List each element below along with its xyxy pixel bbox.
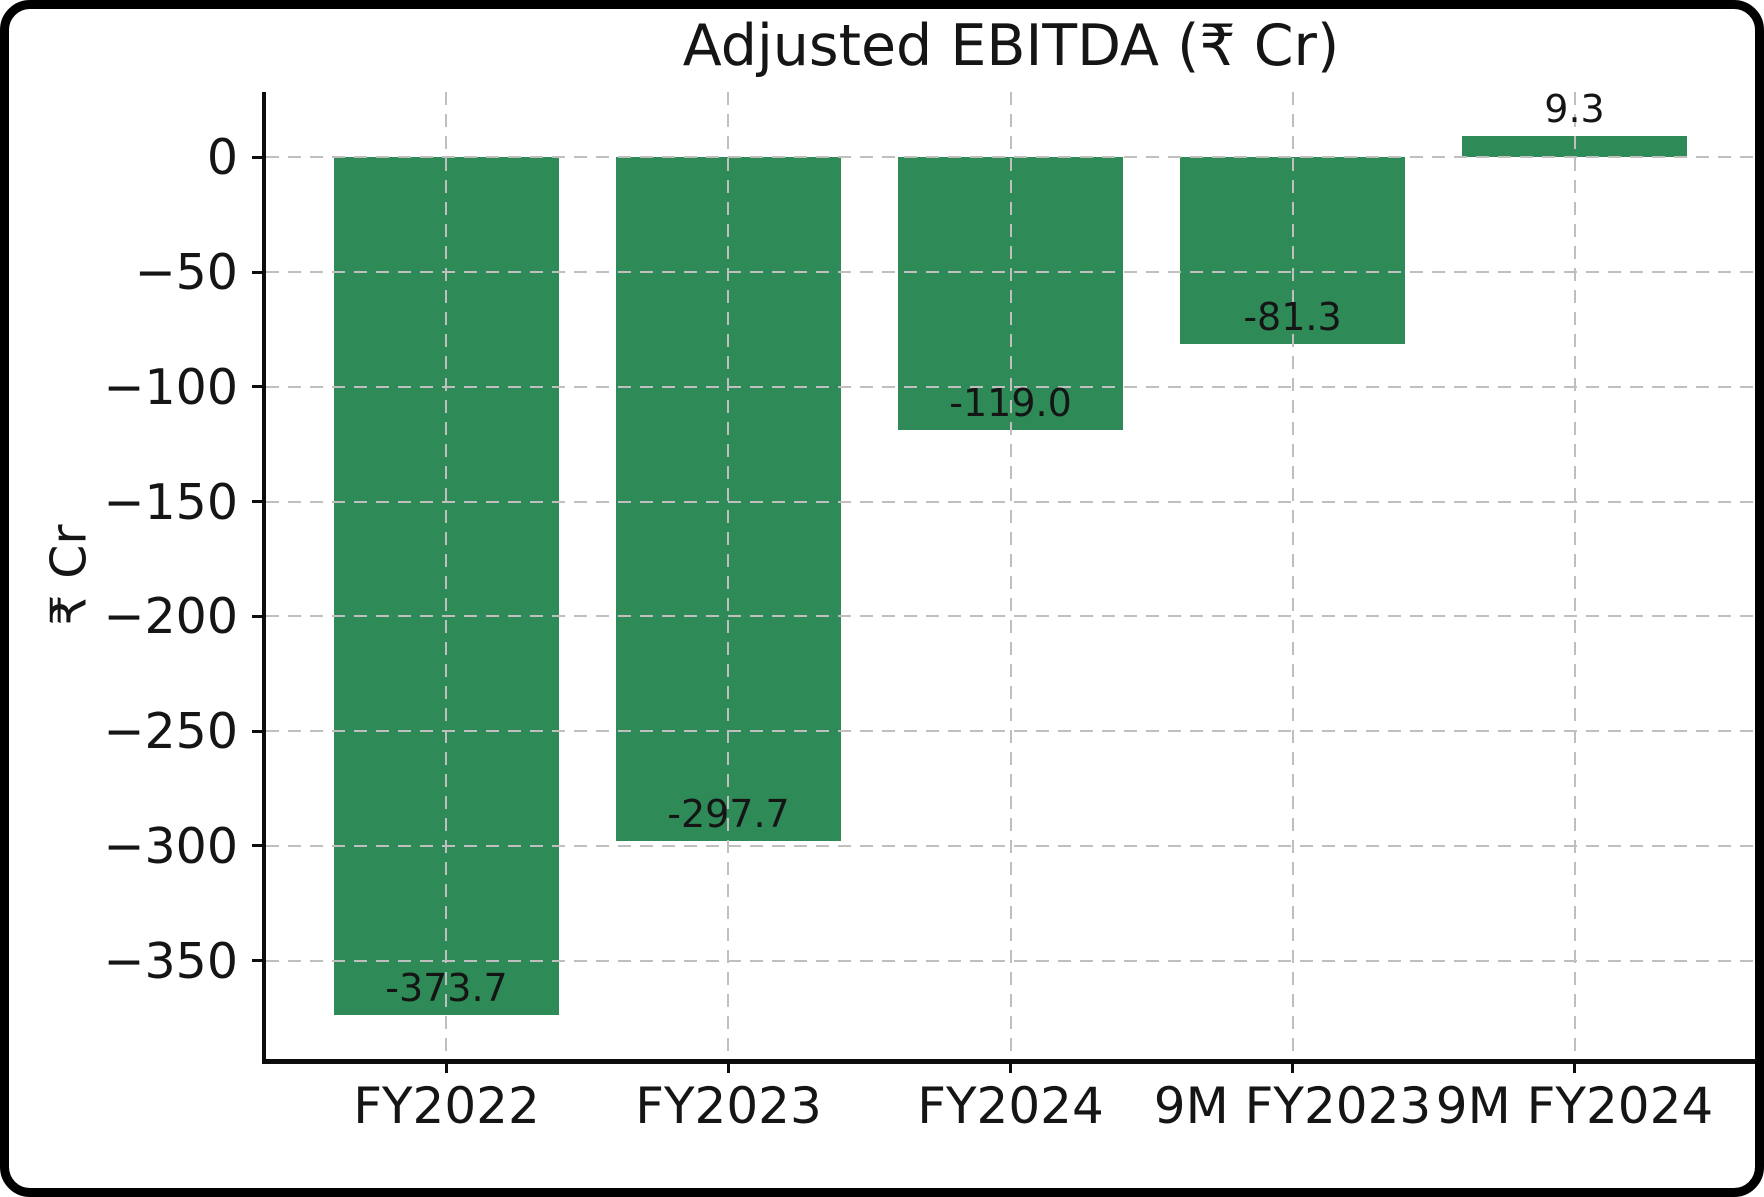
gridline-horizontal--350 [266,959,1755,962]
x-tick-label-9M FY2023: 9M FY2023 [1153,1077,1432,1135]
gridline-horizontal--300 [266,844,1755,847]
y-tick-label--300: −300 [103,817,238,875]
gridline-horizontal-0 [266,156,1755,159]
y-tick-label--100: −100 [103,358,238,416]
x-tick-FY2022 [444,1059,448,1073]
x-tick-9M FY2023 [1291,1059,1294,1073]
bar-value-label-FY2024: -119.0 [949,381,1072,426]
y-tick--150 [252,500,266,504]
y-tick-label--200: −200 [103,588,238,646]
x-tick-FY2023 [726,1059,730,1073]
right-spine [1755,67,1758,1064]
x-tick-label-FY2023: FY2023 [635,1077,822,1135]
y-tick-label--350: −350 [103,932,238,990]
x-tick-label-FY2022: FY2022 [353,1077,540,1135]
y-tick--250 [252,729,266,733]
bar-value-label-FY2023: -297.7 [667,791,790,836]
bottom-spine [262,1059,1755,1064]
y-tick--50 [252,270,266,274]
bar-value-label-FY2022: -373.7 [385,965,508,1010]
x-tick-label-FY2024: FY2024 [917,1077,1104,1135]
gridline-horizontal--100 [266,385,1755,388]
y-tick--200 [252,614,266,618]
y-tick-label--150: −150 [103,473,238,531]
y-tick-label--50: −50 [134,244,238,302]
y-tick-label--250: −250 [103,703,238,761]
gridline-horizontal--150 [266,500,1755,503]
x-tick-9M FY2024 [1573,1059,1576,1073]
chart-title: Adjusted EBITDA (₹ Cr) [682,13,1340,79]
gridline-vertical-FY2023 [727,92,730,1059]
gridline-horizontal--250 [266,730,1755,733]
left-spine [262,92,266,1064]
y-tick--100 [252,385,266,389]
y-tick--350 [252,959,266,963]
plot-area: 0 −50 −100 −150 −200 −250 −300 −350 FY2022 FY2023… [9,9,1758,1188]
y-axis-label: ₹ Cr [40,524,98,626]
y-tick-label-0: 0 [206,129,238,187]
gridline-vertical-9M FY2024 [1573,92,1576,1059]
x-tick-label-9M FY2024: 9M FY2024 [1435,1077,1714,1135]
y-tick--300 [252,844,266,848]
gridline-horizontal--50 [266,271,1755,274]
x-tick-FY2024 [1009,1059,1012,1073]
gridline-vertical-FY2024 [1009,92,1012,1059]
gridline-vertical-9M FY2023 [1291,92,1294,1059]
y-tick-0 [252,155,266,159]
bar-value-label-9M FY2024: 9.3 [1544,86,1605,131]
gridline-vertical-FY2022 [445,92,448,1059]
gridline-horizontal--200 [266,615,1755,618]
bar-value-label-9M FY2023: -81.3 [1243,294,1342,339]
